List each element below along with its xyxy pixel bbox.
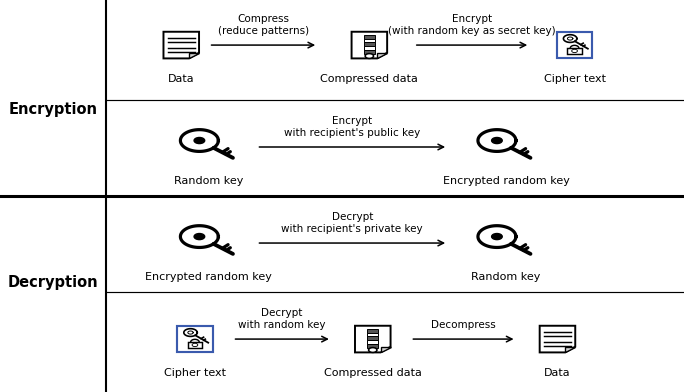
- Text: Encrypt
with recipient's public key: Encrypt with recipient's public key: [284, 116, 421, 138]
- Circle shape: [365, 54, 373, 58]
- Polygon shape: [188, 331, 193, 334]
- Text: Encrypt
(with random key as secret key): Encrypt (with random key as secret key): [388, 14, 556, 36]
- Text: Decrypt
with recipient's private key: Decrypt with recipient's private key: [281, 212, 423, 234]
- Polygon shape: [478, 226, 516, 247]
- Polygon shape: [364, 46, 375, 50]
- Polygon shape: [163, 32, 199, 58]
- Polygon shape: [367, 336, 378, 340]
- Circle shape: [194, 234, 205, 240]
- Polygon shape: [188, 342, 202, 348]
- Polygon shape: [181, 226, 218, 247]
- Text: Encrypted random key: Encrypted random key: [443, 176, 570, 187]
- Polygon shape: [564, 35, 577, 42]
- Circle shape: [492, 234, 502, 240]
- Polygon shape: [568, 48, 581, 54]
- Text: Compressed data: Compressed data: [320, 74, 419, 85]
- Polygon shape: [352, 32, 387, 58]
- Polygon shape: [367, 329, 378, 333]
- Polygon shape: [184, 329, 197, 336]
- Polygon shape: [367, 333, 378, 336]
- Circle shape: [192, 343, 198, 347]
- Circle shape: [369, 348, 377, 352]
- Text: Data: Data: [168, 74, 194, 85]
- Text: Cipher text: Cipher text: [164, 368, 226, 379]
- Circle shape: [572, 49, 577, 53]
- Polygon shape: [364, 35, 375, 39]
- Polygon shape: [364, 42, 375, 46]
- Polygon shape: [181, 130, 218, 151]
- Polygon shape: [377, 53, 387, 58]
- Text: Compress
(reduce patterns): Compress (reduce patterns): [218, 14, 309, 36]
- Text: Data: Data: [544, 368, 570, 379]
- Polygon shape: [380, 347, 391, 352]
- Polygon shape: [540, 326, 575, 352]
- Polygon shape: [364, 39, 375, 42]
- Circle shape: [194, 138, 205, 143]
- Polygon shape: [557, 32, 592, 58]
- Polygon shape: [189, 53, 199, 58]
- Circle shape: [492, 138, 502, 143]
- Text: Decrypt
with random key: Decrypt with random key: [239, 308, 326, 330]
- Polygon shape: [568, 37, 573, 40]
- Text: Decompress: Decompress: [431, 320, 496, 330]
- Text: Random key: Random key: [174, 176, 244, 187]
- Polygon shape: [355, 326, 391, 352]
- Text: Cipher text: Cipher text: [544, 74, 605, 85]
- Polygon shape: [364, 50, 375, 54]
- Polygon shape: [367, 344, 378, 348]
- Polygon shape: [177, 326, 213, 352]
- Text: Encrypted random key: Encrypted random key: [145, 272, 272, 283]
- Polygon shape: [478, 130, 516, 151]
- Text: Random key: Random key: [471, 272, 541, 283]
- Text: Compressed data: Compressed data: [324, 368, 422, 379]
- Polygon shape: [565, 347, 575, 352]
- Text: Encryption: Encryption: [8, 102, 98, 117]
- Text: Decryption: Decryption: [8, 275, 98, 290]
- Polygon shape: [367, 340, 378, 344]
